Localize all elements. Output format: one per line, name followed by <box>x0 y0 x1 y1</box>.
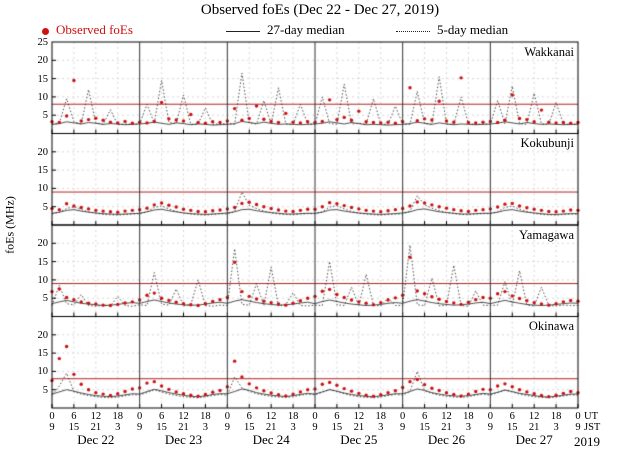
y-tick: 15 <box>37 165 49 177</box>
solid-line-icon <box>226 30 260 32</box>
x-tick-ut: 18 <box>463 411 474 422</box>
y-tick: 5 <box>42 110 48 122</box>
legend-observed: Observed foEs <box>42 22 133 38</box>
date-label: Dec 22 <box>77 432 115 447</box>
x-tick-jst: 9 <box>400 422 406 433</box>
x-tick-jst: 15 <box>156 422 167 433</box>
date-label: Dec 25 <box>340 432 378 447</box>
x-tick-ut: 12 <box>265 411 277 422</box>
y-tick: 5 <box>42 384 48 396</box>
x-tick-ut: 0 <box>224 411 230 422</box>
x-tick-jst: 21 <box>441 422 452 433</box>
x-tick-ut: 12 <box>353 411 365 422</box>
y-tick: 25 <box>37 37 49 48</box>
x-tick-jst: 15 <box>244 422 255 433</box>
y-tick: 10 <box>37 91 49 103</box>
x-tick-jst: 3 <box>202 422 209 433</box>
panel-label-wakkanai: Wakkanai <box>524 45 574 59</box>
legend-27day-label: 27-day median <box>267 22 345 37</box>
x-tick-ut: 12 <box>528 411 540 422</box>
ut-axis-label: UT <box>584 411 598 422</box>
x-tick-jst: 9 <box>312 422 318 433</box>
legend-27day-median: 27-day median <box>226 22 345 38</box>
legend-5day-median: 5-day median <box>396 22 508 38</box>
y-tick: 10 <box>37 274 49 286</box>
x-tick-jst: 15 <box>331 422 343 433</box>
x-tick-ut: 0 <box>575 411 581 422</box>
y-tick: 10 <box>37 183 49 195</box>
observed-dot-icon <box>42 27 49 35</box>
x-tick-ut: 18 <box>287 411 299 422</box>
date-label: Dec 24 <box>252 432 290 447</box>
x-tick-jst: 21 <box>265 422 277 433</box>
x-tick-jst: 9 <box>487 422 493 433</box>
x-tick-jst: 21 <box>90 422 102 433</box>
y-tick: 15 <box>37 256 49 268</box>
x-tick-ut: 0 <box>137 411 143 422</box>
x-tick-jst: 15 <box>68 422 80 433</box>
y-tick: 20 <box>37 238 49 250</box>
x-tick-ut: 0 <box>312 411 318 422</box>
jst-axis-label: JST <box>584 422 601 433</box>
x-tick-jst: 21 <box>353 422 365 433</box>
y-tick: 10 <box>37 366 49 378</box>
date-label: Dec 26 <box>427 432 466 447</box>
x-tick-jst: 9 <box>137 422 143 433</box>
y-tick: 15 <box>37 348 49 360</box>
x-tick-jst: 15 <box>507 422 518 433</box>
x-tick-ut: 6 <box>71 411 77 422</box>
y-tick: 5 <box>42 293 48 305</box>
x-tick-ut: 6 <box>158 411 165 422</box>
x-tick-ut: 6 <box>334 411 340 422</box>
x-tick-ut: 6 <box>421 411 428 422</box>
page-title: Observed foEs (Dec 22 - Dec 27, 2019) <box>200 2 440 18</box>
x-tick-ut: 6 <box>509 411 515 422</box>
x-tick-jst: 9 <box>49 422 55 433</box>
x-tick-jst: 3 <box>465 422 472 433</box>
date-label: Dec 23 <box>164 432 203 447</box>
date-label: Dec 27 <box>515 432 553 447</box>
x-tick-jst: 21 <box>178 422 189 433</box>
x-tick-jst: 3 <box>115 422 121 433</box>
x-tick-ut: 18 <box>375 411 387 422</box>
panel-label-kokubunji: Kokubunji <box>520 136 574 150</box>
y-tick: 20 <box>37 329 49 341</box>
x-tick-ut: 6 <box>246 411 252 422</box>
y-tick: 20 <box>37 146 49 158</box>
y-tick: 5 <box>42 201 48 213</box>
panel-label-okinawa: Okinawa <box>528 319 574 333</box>
x-tick-ut: 0 <box>49 411 55 422</box>
year-label: 2019 <box>574 434 600 449</box>
x-tick-jst: 9 <box>575 422 581 433</box>
x-tick-ut: 0 <box>400 411 406 422</box>
x-tick-ut: 18 <box>550 411 562 422</box>
x-tick-jst: 9 <box>224 422 230 433</box>
panel-label-yamagawa: Yamagawa <box>519 228 574 242</box>
x-tick-jst: 3 <box>378 422 384 433</box>
x-tick-ut: 18 <box>112 411 124 422</box>
x-tick-ut: 12 <box>90 411 102 422</box>
dotted-line-icon <box>396 30 430 32</box>
y-tick: 20 <box>37 55 49 67</box>
x-tick-ut: 12 <box>441 411 452 422</box>
legend-5day-label: 5-day median <box>437 22 509 37</box>
x-tick-ut: 18 <box>200 411 211 422</box>
x-tick-jst: 3 <box>290 422 296 433</box>
x-tick-jst: 21 <box>528 422 540 433</box>
y-tick: 15 <box>37 73 49 85</box>
x-tick-jst: 3 <box>553 422 559 433</box>
x-tick-jst: 15 <box>419 422 430 433</box>
x-tick-ut: 0 <box>487 411 493 422</box>
x-tick-ut: 12 <box>178 411 189 422</box>
legend-observed-label: Observed foEs <box>56 22 133 37</box>
